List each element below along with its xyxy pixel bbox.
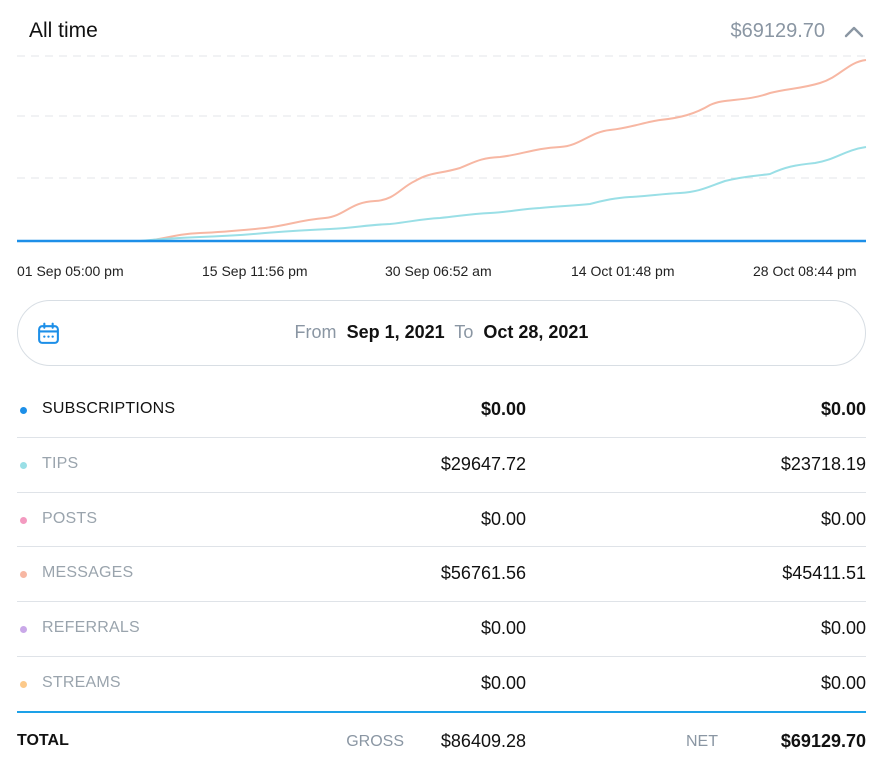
- legend-dot-streams: [20, 680, 27, 688]
- earnings-header: All time $69129.70: [0, 0, 883, 62]
- row-gross-value: $0.00: [480, 508, 526, 529]
- earnings-row-messages[interactable]: MESSAGES $56761.56 $45411.51: [17, 547, 866, 603]
- x-tick-label: 30 Sep 06:52 am: [385, 263, 492, 279]
- row-gross-value: $0.00: [480, 399, 526, 419]
- row-net-value: $0.00: [820, 399, 866, 419]
- messages-series-line: [17, 59, 867, 242]
- earnings-chart[interactable]: [0, 50, 883, 250]
- row-net-value: $45411.51: [782, 563, 866, 584]
- row-label: STREAMS: [42, 673, 121, 691]
- x-tick-label: 14 Oct 01:48 pm: [571, 263, 675, 279]
- gross-label: GROSS: [346, 733, 404, 750]
- collapse-button[interactable]: [839, 18, 869, 46]
- row-net-value: $0.00: [820, 672, 866, 693]
- legend-dot-tips: [20, 461, 27, 469]
- earnings-row-posts[interactable]: POSTS $0.00 $0.00: [17, 493, 866, 548]
- earnings-row-subscriptions[interactable]: SUBSCRIPTIONS $0.00 $0.00: [17, 383, 866, 438]
- total-row: TOTAL GROSS $86409.28 NET $69129.70: [17, 714, 866, 770]
- total-gross-value: $86409.28: [440, 731, 526, 751]
- earnings-row-referrals[interactable]: REFERRALS $0.00 $0.00: [17, 602, 866, 657]
- date-range-text: From Sep 1, 2021 To Oct 28, 2021: [18, 322, 865, 343]
- calendar-icon: [38, 322, 59, 344]
- net-label: NET: [686, 733, 718, 750]
- row-net-value: $0.00: [820, 508, 866, 529]
- row-gross-value: $0.00: [480, 618, 526, 639]
- earnings-table: SUBSCRIPTIONS $0.00 $0.00 TIPS $29647.72…: [17, 383, 866, 712]
- row-net-value: $23718.19: [780, 453, 866, 474]
- legend-dot-posts: [20, 516, 27, 524]
- legend-dot-messages: [20, 571, 27, 579]
- legend-dot-subscriptions: [20, 407, 27, 414]
- x-axis-labels: 01 Sep 05:00 pm 15 Sep 11:56 pm 30 Sep 0…: [0, 263, 883, 283]
- x-tick-label: 15 Sep 11:56 pm: [202, 263, 308, 279]
- total-label: TOTAL: [17, 732, 69, 749]
- header-total-amount: $69129.70: [730, 20, 825, 42]
- earnings-row-streams[interactable]: STREAMS $0.00 $0.00: [17, 657, 866, 712]
- to-label: To: [454, 322, 474, 342]
- x-tick-label: 01 Sep 05:00 pm: [17, 263, 124, 279]
- row-label: POSTS: [42, 509, 98, 527]
- row-label: TIPS: [42, 454, 79, 472]
- row-net-value: $0.00: [820, 618, 866, 639]
- from-date: Sep 1, 2021: [346, 322, 445, 342]
- chart-svg: [17, 55, 867, 243]
- earnings-row-tips[interactable]: TIPS $29647.72 $23718.19: [17, 438, 866, 493]
- x-tick-label: 28 Oct 08:44 pm: [753, 263, 857, 279]
- total-net-value: $69129.70: [780, 731, 866, 751]
- row-label: MESSAGES: [42, 564, 134, 582]
- row-gross-value: $0.00: [480, 672, 526, 693]
- from-label: From: [294, 322, 337, 342]
- row-gross-value: $29647.72: [440, 453, 526, 474]
- chevron-up-icon: [844, 26, 864, 38]
- period-title: All time: [29, 19, 98, 42]
- total-divider: [17, 711, 866, 713]
- row-label: SUBSCRIPTIONS: [42, 400, 176, 417]
- date-range-picker[interactable]: From Sep 1, 2021 To Oct 28, 2021: [17, 300, 866, 366]
- tips-series-line: [17, 146, 867, 242]
- row-label: REFERRALS: [42, 619, 140, 637]
- row-gross-value: $56761.56: [440, 563, 526, 584]
- to-date: Oct 28, 2021: [483, 322, 589, 342]
- legend-dot-referrals: [20, 626, 27, 634]
